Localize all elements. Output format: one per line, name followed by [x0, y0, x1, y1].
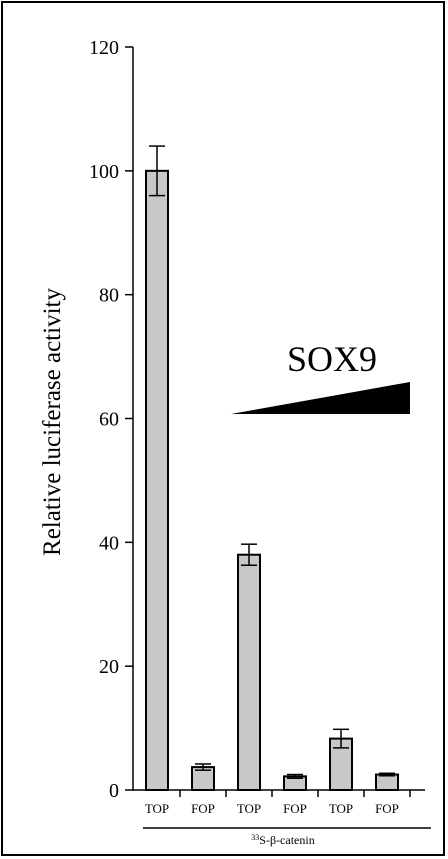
bar [375, 773, 399, 791]
x-tick-label: TOP [145, 801, 169, 816]
y-tick-label: 20 [99, 656, 119, 678]
y-tick-label: 40 [99, 532, 119, 554]
y-tick-label: 100 [89, 161, 119, 183]
bar [145, 169, 169, 792]
bars [145, 145, 399, 792]
x-tick-label: FOP [375, 801, 399, 816]
group-label-superscript: 33 [251, 833, 259, 842]
x-ticks: TOP FOP TOP FOP TOP FOP [145, 790, 411, 816]
y-tick-label: 120 [89, 37, 119, 59]
sox9-gradient-wedge [231, 382, 410, 414]
x-tick-label: FOP [283, 801, 307, 816]
group-label-main: S-β-catenin [259, 833, 314, 847]
bar [237, 553, 261, 792]
x-tick-label: FOP [191, 801, 215, 816]
y-tick-label: 0 [109, 780, 119, 802]
sox9-label: SOX9 [287, 339, 377, 379]
y-tick-label: 60 [99, 409, 119, 431]
x-tick-label: TOP [237, 801, 261, 816]
y-tick-label: 80 [99, 285, 119, 307]
y-ticks: 0 20 40 60 80 100 120 [89, 37, 133, 802]
group-label: 33S-β-catenin [251, 833, 314, 847]
y-axis-label: Relative luciferase activity [39, 288, 66, 556]
x-tick-label: TOP [329, 801, 353, 816]
